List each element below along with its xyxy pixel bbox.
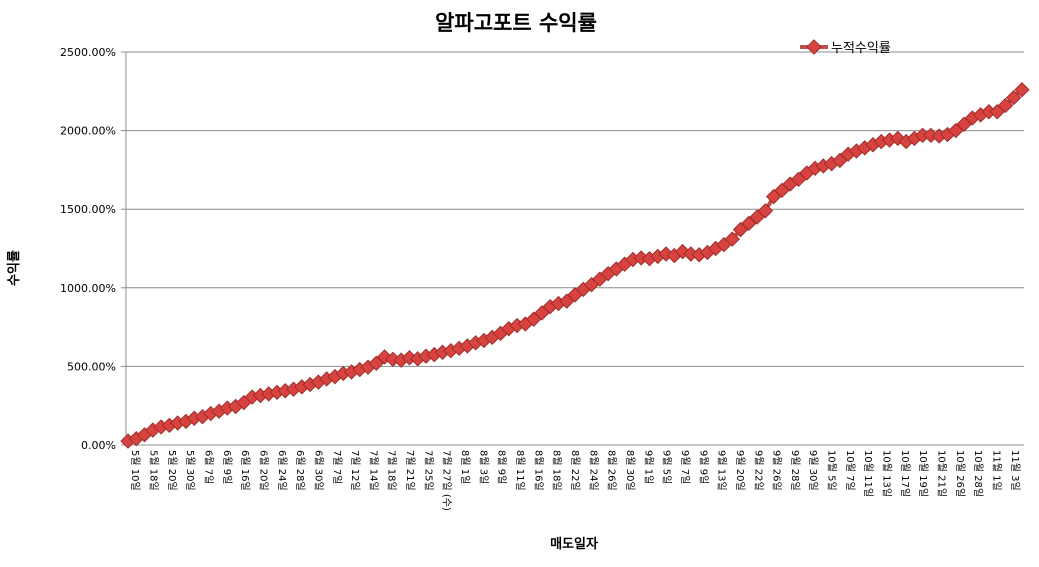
data-point: [757, 203, 774, 219]
x-tick-label: 10월 11일: [862, 450, 874, 497]
x-tick-label: 8월 3일: [477, 450, 489, 484]
x-tick-label: 9월 30일: [807, 450, 819, 491]
x-tick-label: 10월 26일: [954, 450, 966, 497]
x-tick-label: 9월 26일: [771, 450, 783, 491]
x-tick-label: 8월 11일: [514, 450, 526, 491]
x-tick-label: 9월 7일: [679, 450, 691, 484]
x-tick-label: 6월 7일: [202, 450, 214, 484]
x-tick-label: 7월 27일 (수): [441, 450, 453, 511]
legend-marker-swatch: [806, 39, 822, 55]
series-layer: [120, 82, 1030, 449]
x-tick-labels: 5월 10일 5월 18일 5월 20일 5월 30일 6월 7일 6월 9일 6월 16일…: [129, 450, 1021, 511]
x-tick-label: 10월 21일: [936, 450, 948, 497]
x-tick-label: 10월 19일: [917, 450, 929, 497]
x-tick-label: 7월 12일: [349, 450, 361, 491]
y-axis-title: 수익률: [6, 250, 22, 286]
x-axis-title: 매도일자: [550, 537, 598, 552]
x-tick-label: 7월 21일: [404, 450, 416, 491]
y-tick-label: 1500.00%: [60, 203, 116, 216]
x-tick-label: 7월 25일: [422, 450, 434, 491]
x-tick-label: 5월 20일: [166, 450, 178, 491]
x-tick-label: 10월 7일: [844, 450, 856, 491]
x-tick-label: 6월 16일: [239, 450, 251, 491]
legend-label: 누적수익률: [831, 41, 891, 56]
x-tick-label: 10월 13일: [881, 450, 893, 497]
x-tick-label: 9월 13일: [716, 450, 728, 491]
x-tick-label: 6월 20일: [257, 450, 269, 491]
legend: 누적수익률: [800, 39, 891, 56]
x-tick-label: 8월 30일: [624, 450, 636, 491]
x-tick-label: 8월 24일: [587, 450, 599, 491]
x-tick-label: 8월 1일: [459, 450, 471, 484]
x-tick-label: 10월 17일: [899, 450, 911, 497]
y-tick-label: 1000.00%: [60, 282, 116, 295]
x-tick-label: 8월 26일: [606, 450, 618, 491]
x-tick-label: 7월 14일: [367, 450, 379, 491]
data-point: [1006, 89, 1022, 106]
y-tick-label: 500.00%: [67, 360, 116, 373]
grid-lines: [121, 51, 1024, 446]
x-tick-label: 9월 9일: [697, 450, 709, 484]
chart-title: 알파고포트 수익률: [435, 11, 597, 35]
x-tick-label: 10월 28일: [972, 450, 984, 497]
data-point: [997, 97, 1014, 114]
x-tick-label: 9월 20일: [734, 450, 746, 491]
x-tick-label: 9월 5일: [661, 450, 673, 484]
x-tick-label: 6월 28일: [294, 450, 306, 491]
y-tick-labels: 0.00% 500.00% 1000.00% 1500.00% 2000.00% 2500…: [60, 46, 116, 452]
x-tick-label: 9월 28일: [789, 450, 801, 491]
y-tick-label: 2000.00%: [60, 125, 116, 138]
x-tick-label: 5월 30일: [184, 450, 196, 491]
x-tick-label: 5월 18일: [147, 450, 159, 491]
x-tick-label: 6월 9일: [221, 450, 233, 484]
x-tick-label: 8월 18일: [551, 450, 563, 491]
data-point: [724, 231, 740, 247]
x-tick-label: 9월 1일: [642, 450, 654, 484]
x-tick-label: 9월 22일: [752, 450, 764, 491]
x-tick-label: 7월 18일: [386, 450, 398, 491]
x-tick-label: 11월 3일: [1009, 450, 1021, 491]
y-tick-label: 0.00%: [81, 439, 116, 452]
x-tick-label: 6월 30일: [312, 450, 324, 491]
x-tick-label: 5월 10일: [129, 450, 141, 491]
x-tick-label: 11월 1일: [991, 450, 1003, 491]
x-tick-label: 10월 5일: [826, 450, 838, 491]
y-tick-label: 2500.00%: [60, 46, 116, 59]
x-tick-label: 7월 7일: [331, 450, 343, 484]
x-tick-label: 8월 22일: [569, 450, 581, 491]
data-point: [1014, 82, 1030, 98]
x-tick-label: 8월 16일: [532, 450, 544, 491]
x-tick-label: 8월 9일: [496, 450, 508, 484]
x-tick-label: 6월 24일: [276, 450, 288, 491]
